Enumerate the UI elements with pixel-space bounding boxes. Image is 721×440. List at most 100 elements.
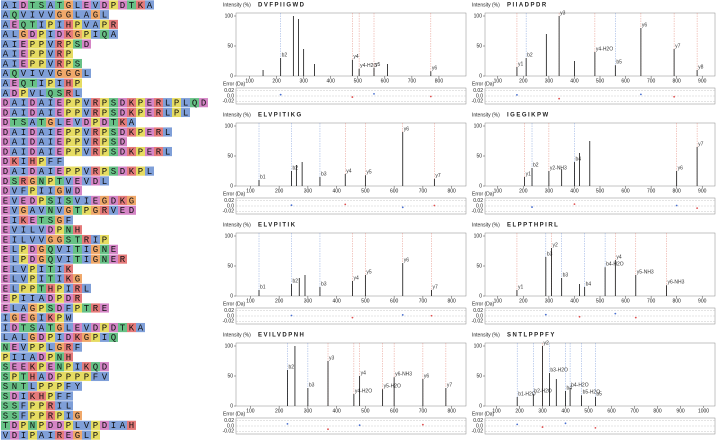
residue-cell	[64, 0, 73, 10]
x-tick-label: 400	[332, 298, 341, 304]
plot-frame	[235, 12, 467, 77]
residue-cell	[37, 371, 46, 382]
residue-cell	[46, 10, 55, 20]
x-tick-label: 200	[275, 188, 284, 194]
x-tick-label: 600	[390, 188, 399, 194]
peptide: EILVVGGSTRIP	[3, 235, 111, 245]
x-tick-label: 400	[332, 188, 341, 194]
x-tick-label: 100	[494, 298, 503, 304]
residue-cell	[154, 107, 163, 118]
error-tick-label: 0.02	[224, 198, 234, 204]
residue-cell	[46, 166, 55, 176]
peptide: AIDTSATGLEVDPDTKA	[3, 1, 156, 11]
residue-cell	[64, 293, 73, 303]
residue-cell	[37, 166, 46, 176]
residue-cell	[91, 195, 100, 206]
ion-label: y6	[404, 257, 410, 263]
residue-cell	[55, 381, 64, 391]
residue-cell	[28, 362, 37, 372]
residue-cell	[28, 10, 37, 20]
ion-label: b2	[292, 278, 298, 284]
ion-label: b1	[260, 284, 266, 290]
residue-cell	[46, 322, 55, 333]
residue-cell	[37, 49, 46, 59]
residue-cell	[127, 127, 136, 137]
peptide: ELPDGQVITIGNER	[3, 255, 129, 265]
ion-label: y2	[544, 340, 550, 346]
residue-cell	[82, 127, 91, 137]
ion-label: y6	[424, 373, 430, 379]
ion-label: y7	[698, 141, 704, 147]
residue-cell	[91, 430, 100, 440]
residue-cell	[10, 420, 19, 430]
residue-cell	[55, 332, 64, 342]
peptide: AEQTIPIHPVAPR	[3, 20, 120, 30]
residue-cell	[136, 0, 145, 10]
residue-cell	[73, 293, 82, 303]
residue-cell	[82, 234, 91, 245]
residue-cell	[46, 342, 55, 352]
residue-cell	[73, 78, 82, 88]
x-tick-label: 600	[607, 408, 616, 414]
residue-cell	[100, 303, 109, 313]
residue-cell	[46, 293, 55, 303]
residue-cell	[10, 117, 19, 127]
ion-label: b4-H2O	[606, 262, 624, 268]
error-label: Error (Da)	[472, 81, 495, 87]
y-tick-label: 0	[479, 183, 482, 189]
residue-cell	[1, 381, 10, 391]
residue-cell	[118, 0, 127, 10]
residue-cell	[64, 430, 73, 440]
residue-cell	[55, 313, 64, 323]
residue-cell	[154, 98, 163, 108]
plot-frame	[235, 122, 467, 187]
error-point	[421, 423, 424, 426]
residue-cell	[64, 137, 73, 147]
residue-cell	[82, 195, 91, 206]
residue-cell	[55, 391, 64, 401]
peptide: ADPVLQSRL	[3, 89, 84, 99]
residue-cell	[37, 264, 46, 274]
residue-cell	[46, 107, 55, 118]
residue-cell	[28, 117, 37, 127]
residue-cell	[64, 283, 73, 294]
error-tick-label: 0.02	[224, 308, 234, 314]
residue-cell	[73, 107, 82, 118]
residue-cell	[19, 88, 28, 98]
ion-label: y6	[642, 22, 648, 28]
residue-cell	[10, 10, 19, 20]
residue-cell	[37, 68, 46, 78]
residue-cell	[1, 49, 10, 59]
error-tick-label: 0.0	[227, 313, 234, 319]
x-tick-label: 100	[246, 188, 255, 194]
ion-label: y8	[698, 64, 704, 70]
peptide: SEEKPENPIKQD	[3, 363, 111, 373]
residue-cell	[28, 352, 37, 362]
residue-cell	[19, 49, 28, 59]
residue-cell	[172, 98, 181, 108]
residue-cell	[91, 205, 100, 215]
residue-cell	[64, 49, 73, 59]
residue-cell	[118, 205, 127, 215]
residue-cell	[55, 430, 64, 440]
residue-cell	[19, 78, 28, 88]
residue-cell	[19, 176, 28, 186]
residue-cell	[37, 215, 46, 225]
residue-cell	[46, 381, 55, 391]
residue-cell	[1, 10, 10, 20]
residue-cell	[19, 166, 28, 176]
ion-label: b3	[563, 272, 569, 278]
residue-cell	[10, 303, 19, 313]
error-point	[675, 204, 678, 207]
residue-cell	[82, 137, 91, 147]
residue-cell	[127, 0, 136, 10]
residue-cell	[145, 127, 154, 137]
residue-cell	[64, 29, 73, 39]
residue-cell	[10, 322, 19, 333]
residue-cell	[109, 195, 118, 206]
x-tick-label: 300	[304, 408, 313, 414]
residue-cell	[46, 274, 55, 284]
residue-cell	[64, 332, 73, 342]
residue-cell	[109, 98, 118, 108]
residue-cell	[28, 264, 37, 274]
